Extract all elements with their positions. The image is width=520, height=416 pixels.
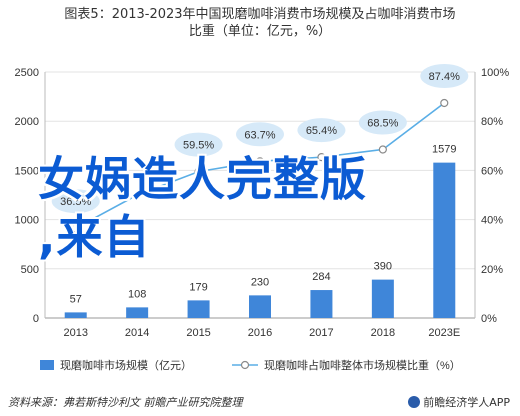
line-point: [133, 190, 142, 200]
bar: [433, 162, 456, 318]
title-line-2: 比重（单位：亿元，%）: [188, 24, 332, 39]
line-point: [194, 167, 203, 176]
bar-value-label: 179: [189, 281, 207, 293]
publisher-logo-text: 前瞻经济学人APP: [423, 396, 510, 409]
publisher-logo-icon: [408, 396, 421, 408]
line-label-bubble: [174, 132, 223, 157]
overlay-line-1: 女娲造人完整版: [38, 152, 367, 206]
line-label-bubble: [236, 122, 284, 147]
x-tick-label: 2016: [248, 327, 272, 339]
y-tick-label: 1500: [15, 165, 39, 177]
publisher-logo: 前瞻经济学人APP: [408, 394, 510, 410]
bar: [126, 307, 149, 318]
bar-value-label: 284: [312, 271, 330, 283]
x-tick-label: 2015: [186, 327, 210, 339]
bar: [187, 300, 210, 318]
line-point: [440, 98, 449, 108]
bar-value-label: 57: [70, 293, 82, 305]
source-note: 资料来源：弗若斯特沙利文 前瞻产业研究院整理: [8, 396, 243, 409]
line-value-label: 63.7%: [244, 129, 275, 141]
y-tick-label: 2500: [15, 67, 39, 79]
bar: [64, 312, 87, 318]
legend-swatch-point: [240, 360, 250, 370]
y-tick-label: 0: [33, 313, 39, 325]
line-value-label: 68.5%: [367, 117, 398, 129]
x-tick-label: 2017: [309, 327, 333, 339]
y2-tick-label: 80%: [481, 116, 503, 128]
line-point: [378, 145, 387, 154]
line-value-label: 65.4%: [306, 125, 337, 137]
line-label-bubble: [420, 63, 469, 88]
y2-tick-label: 60%: [481, 165, 503, 177]
line-point: [317, 153, 326, 162]
y2-tick-label: 0%: [481, 313, 497, 325]
line-point: [255, 157, 265, 166]
overlay-watermark-text: 女娲造人完整版 ,来自: [38, 150, 367, 266]
bar: [249, 295, 271, 318]
y-tick-label: 2000: [15, 116, 39, 128]
bar-value-label: 108: [128, 288, 146, 300]
bar-value-label: 1579: [432, 144, 456, 156]
y2-tick-label: 40%: [481, 215, 503, 227]
legend-label-bar: 现磨咖啡市场规模（亿元）: [60, 358, 192, 372]
chart-title: 图表5：2013-2023年中国现磨咖啡消费市场规模及占咖啡消费市场 比重（单位…: [8, 6, 512, 40]
legend-label-line: 现磨咖啡占咖啡整体市场规模比重（%）: [264, 358, 461, 372]
title-line-1: 图表5：2013-2023年中国现磨咖啡消费市场规模及占咖啡消费市场: [64, 7, 456, 22]
bar: [371, 279, 394, 318]
bar-value-label: 230: [251, 276, 269, 288]
x-tick-label: 2013: [63, 327, 87, 339]
overlay-line-2: ,来自: [38, 210, 151, 264]
line-point: [71, 224, 80, 233]
x-tick-label: 2023E: [428, 327, 460, 339]
bar: [310, 290, 333, 318]
line-value-label: 87.4%: [429, 71, 460, 83]
bar-value-label: 390: [374, 261, 392, 273]
line-value-label: 59.5%: [183, 140, 214, 152]
line-value-label: 36.5%: [60, 196, 91, 208]
x-tick-label: 2018: [371, 327, 395, 339]
legend-swatch-bar: [40, 360, 54, 370]
y-tick-label: 500: [21, 264, 39, 276]
line-label-bubble: [358, 110, 407, 135]
line-label-bubble: [297, 118, 346, 143]
y-tick-label: 1000: [15, 215, 39, 227]
line-label-bubble: [51, 189, 100, 214]
y2-tick-label: 100%: [481, 67, 509, 79]
x-tick-label: 2014: [125, 327, 149, 339]
y2-tick-label: 20%: [481, 264, 503, 276]
